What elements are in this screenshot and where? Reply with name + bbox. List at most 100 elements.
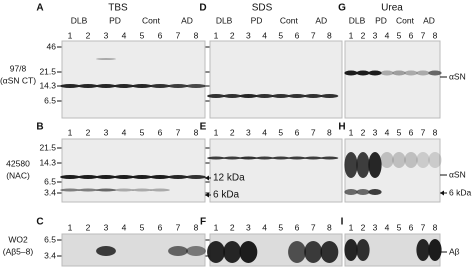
lane-number: 6 xyxy=(158,30,163,40)
lane-number: 4 xyxy=(262,127,267,137)
band xyxy=(271,156,290,160)
lane-number: 3 xyxy=(246,30,251,40)
group-label: Cont xyxy=(280,15,299,25)
band xyxy=(304,156,323,160)
lane-number: 1 xyxy=(214,222,219,232)
band xyxy=(96,84,116,88)
group-label: DLB xyxy=(71,15,88,25)
lane-number: 7 xyxy=(176,222,181,232)
panel-letter: I xyxy=(341,217,344,228)
lane-number: 8 xyxy=(194,127,199,137)
lane-number: 5 xyxy=(140,222,145,232)
group-label: Cont xyxy=(142,15,161,25)
band xyxy=(239,94,258,98)
lane-number: 1 xyxy=(68,30,73,40)
band xyxy=(416,70,430,76)
lane-number: 8 xyxy=(327,30,332,40)
lane-number: 2 xyxy=(230,30,235,40)
lane-number: 3 xyxy=(104,222,109,232)
panel-letter: B xyxy=(36,122,43,133)
band xyxy=(78,188,98,192)
lane-number: 4 xyxy=(385,127,390,137)
mw-marker: 14.3 xyxy=(39,80,56,90)
band xyxy=(223,156,242,160)
lane-number: 8 xyxy=(194,222,199,232)
band xyxy=(114,188,134,192)
group-label: AD xyxy=(315,15,327,25)
band xyxy=(223,241,242,263)
band xyxy=(356,70,370,76)
band xyxy=(320,94,339,98)
panel-letter: A xyxy=(36,3,43,14)
band xyxy=(96,175,116,179)
lane-number: 3 xyxy=(104,127,109,137)
blot xyxy=(209,138,343,203)
lane-number: 8 xyxy=(433,222,438,232)
lane-number: 1 xyxy=(68,127,73,137)
lane-number: 1 xyxy=(349,127,354,137)
lane-number: 7 xyxy=(311,127,316,137)
mw-marker: 46 xyxy=(47,41,57,51)
group-label: DLB xyxy=(349,15,366,25)
row-sublabel: (NAC) xyxy=(6,170,30,180)
column-title: TBS xyxy=(108,3,128,14)
lane-number: 1 xyxy=(68,222,73,232)
lane-number: 6 xyxy=(158,222,163,232)
band xyxy=(78,84,98,88)
lane-number: 8 xyxy=(327,222,332,232)
band xyxy=(380,152,394,168)
group-label: AD xyxy=(423,15,435,25)
band xyxy=(150,175,170,179)
blot xyxy=(344,40,441,119)
lane-number: 3 xyxy=(246,222,251,232)
mw-marker: 21.5 xyxy=(39,66,56,76)
lane-number: 2 xyxy=(86,30,91,40)
band xyxy=(344,239,358,261)
blot xyxy=(209,40,343,119)
band xyxy=(320,241,339,263)
band xyxy=(392,70,406,76)
lane-number: 5 xyxy=(278,222,283,232)
band xyxy=(60,188,80,192)
panel-letter: G xyxy=(338,3,346,14)
band xyxy=(404,70,418,76)
band-label: αSN xyxy=(449,169,466,179)
lane-number: 2 xyxy=(361,222,366,232)
band-label: αSN xyxy=(449,71,466,81)
lane-number: 6 xyxy=(409,127,414,137)
band xyxy=(150,188,170,192)
band xyxy=(60,175,80,179)
lane-number: 5 xyxy=(397,222,402,232)
lane-number: 5 xyxy=(140,127,145,137)
band xyxy=(96,188,116,192)
lane-number: 1 xyxy=(349,222,354,232)
column-title: SDS xyxy=(252,3,273,14)
lane-number: 2 xyxy=(230,222,235,232)
band xyxy=(320,156,339,160)
lane-number: 6 xyxy=(409,30,414,40)
band xyxy=(255,94,274,98)
band xyxy=(368,152,382,178)
mw-marker: 3.4 xyxy=(44,187,56,197)
band xyxy=(255,156,274,160)
lane-number: 4 xyxy=(262,30,267,40)
row-sublabel: (Aβ5–8) xyxy=(3,246,34,256)
lane-number: 6 xyxy=(409,222,414,232)
band xyxy=(428,152,442,168)
band-label: 6 kDa xyxy=(213,190,240,201)
column-title: Urea xyxy=(381,3,403,14)
panel-letter: F xyxy=(200,217,206,228)
band xyxy=(239,156,258,160)
lane-number: 6 xyxy=(295,222,300,232)
band-label: 6 kDa xyxy=(449,187,471,197)
lane-number: 7 xyxy=(311,30,316,40)
lane-number: 2 xyxy=(86,222,91,232)
lane-number: 8 xyxy=(327,127,332,137)
blot xyxy=(61,138,206,203)
band xyxy=(380,70,394,76)
lane-number: 7 xyxy=(176,30,181,40)
band xyxy=(356,239,370,261)
arrow-head xyxy=(440,190,444,196)
lane-number: 7 xyxy=(421,127,426,137)
lane-number: 8 xyxy=(194,30,199,40)
